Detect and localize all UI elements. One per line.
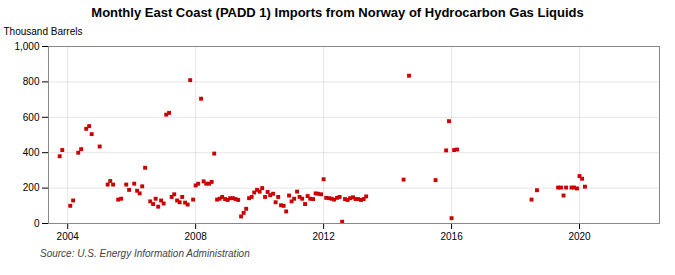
svg-text:200: 200 bbox=[23, 182, 40, 193]
svg-text:800: 800 bbox=[23, 76, 40, 87]
svg-text:400: 400 bbox=[23, 147, 40, 158]
svg-text:600: 600 bbox=[23, 112, 40, 123]
svg-text:0: 0 bbox=[34, 218, 40, 229]
svg-text:2016: 2016 bbox=[440, 231, 463, 242]
svg-text:Thousand Barrels: Thousand Barrels bbox=[4, 26, 83, 37]
svg-text:2004: 2004 bbox=[57, 231, 80, 242]
svg-text:1,000: 1,000 bbox=[14, 41, 39, 52]
html-text:Source: U.S. Energy Informatio: Source: U.S. Energy Information Administ… bbox=[40, 248, 250, 259]
html-text:Monthly East Coast (PADD 1) Im: Monthly East Coast (PADD 1) Imports from… bbox=[91, 5, 584, 20]
svg-text:2012: 2012 bbox=[312, 231, 335, 242]
svg-text:2020: 2020 bbox=[568, 231, 591, 242]
svg-text:2008: 2008 bbox=[185, 231, 208, 242]
